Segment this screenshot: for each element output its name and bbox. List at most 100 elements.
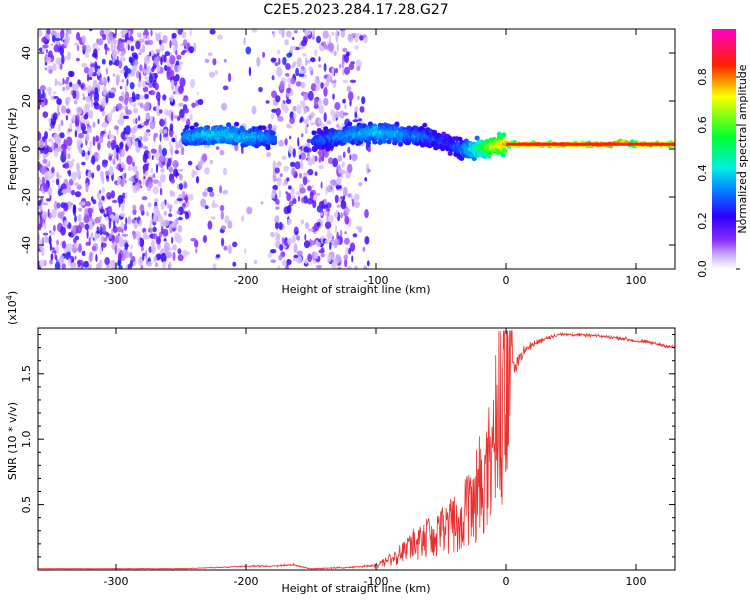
spectrogram-noise-cell — [349, 99, 352, 107]
spectrogram-noise-cell — [64, 79, 69, 85]
spectrogram-noise-cell — [279, 173, 283, 178]
spectrogram-noise-cell — [344, 207, 351, 213]
spectrogram-noise-cell — [316, 35, 321, 44]
spectrogram-noise-cell — [221, 102, 228, 111]
spectrogram-noise-cell — [220, 210, 224, 220]
spectrogram-noise-cell — [56, 239, 59, 246]
spectrogram-noise-cell — [52, 62, 57, 71]
spectrogram-noise-cell — [54, 37, 61, 42]
spectrogram-noise-cell — [299, 100, 305, 105]
spectrogram-noise-cell — [182, 97, 189, 102]
spectrogram-noise-cell — [326, 208, 331, 212]
spectrogram-noise-cell — [112, 106, 116, 113]
spectrogram-noise-cell — [287, 218, 292, 223]
spectrogram-noise-cell — [124, 84, 128, 93]
spectrogram-noise-cell — [127, 166, 132, 172]
spectrogram-noise-cell — [88, 67, 94, 76]
spectrogram-noise-cell — [142, 253, 145, 261]
spectrogram-noise-cell — [38, 199, 42, 207]
spectrogram-noise-cell — [116, 153, 119, 161]
spectrogram-noise-cell — [175, 42, 178, 50]
spectrogram-noise-cell — [169, 40, 172, 49]
spectrogram-noise-cell — [72, 89, 77, 99]
spectrogram-noise-cell — [288, 33, 292, 38]
spectrogram-noise-cell — [334, 225, 337, 234]
spectrogram-noise-cell — [300, 81, 306, 89]
spectrogram-noise-cell — [92, 136, 96, 147]
spectrogram-noise-cell — [147, 261, 153, 268]
spectrogram-noise-cell — [223, 245, 228, 251]
spectrogram-noise-cell — [85, 120, 91, 125]
spectrogram-noise-cell — [366, 163, 370, 169]
spectrogram-noise-cell — [272, 184, 279, 191]
spectrogram-y-tick-label: -20 — [20, 188, 33, 206]
spectrogram-noise-cell — [336, 43, 339, 53]
spectrogram-noise-cell — [191, 102, 196, 108]
spectrogram-signal-cell — [206, 140, 212, 146]
spectrogram-noise-cell — [216, 34, 223, 40]
spectrogram-noise-cell — [138, 38, 145, 43]
spectrogram-noise-cell — [55, 57, 62, 66]
spectrogram-noise-cell — [319, 212, 323, 216]
spectrogram-noise-cell — [152, 226, 157, 233]
spectrogram-noise-cell — [183, 182, 188, 189]
spectrogram-noise-cell — [103, 237, 108, 242]
spectrogram-noise-cell — [356, 66, 361, 71]
spectrogram-noise-cell — [73, 237, 77, 244]
spectrogram-signal-cell — [270, 130, 276, 136]
spectrogram-noise-cell — [51, 179, 55, 183]
spectrogram-noise-cell — [171, 236, 174, 244]
spectrogram-noise-cell — [42, 232, 49, 236]
spectrogram-noise-cell — [108, 205, 113, 216]
spectrogram-noise-cell — [202, 191, 208, 197]
spectrogram-noise-cell — [355, 225, 359, 230]
spectrogram-noise-cell — [132, 161, 135, 167]
spectrogram-noise-cell — [181, 31, 187, 39]
spectrogram-noise-cell — [314, 155, 318, 162]
spectrogram-signal-cell — [500, 152, 506, 158]
spectrogram-noise-cell — [303, 172, 309, 176]
spectrogram-noise-cell — [49, 259, 53, 265]
spectrogram-noise-cell — [292, 148, 296, 158]
spectrogram-noise-cell — [172, 244, 177, 251]
spectrogram-noise-cell — [118, 95, 124, 102]
spectrogram-noise-cell — [142, 68, 149, 73]
spectrogram-noise-cell — [99, 246, 103, 256]
spectrogram-noise-cell — [112, 158, 116, 165]
spectrogram-noise-cell — [347, 146, 351, 154]
spectrogram-noise-cell — [150, 29, 153, 37]
spectrogram-noise-cell — [197, 160, 203, 170]
spectrogram-noise-cell — [65, 108, 71, 114]
spectrogram-noise-cell — [137, 78, 142, 88]
spectrogram-noise-cell — [330, 109, 335, 117]
spectrogram-noise-cell — [69, 81, 73, 87]
spectrogram-noise-cell — [145, 179, 149, 189]
spectrogram-noise-cell — [97, 200, 103, 209]
spectrogram-noise-cell — [78, 148, 83, 154]
spectrogram-noise-cell — [337, 266, 342, 269]
spectrogram-noise-cell — [333, 50, 337, 57]
colorbar-tick-label: 0.0 — [696, 260, 709, 278]
spectrogram-noise-cell — [132, 65, 137, 72]
spectrogram-signal-cell — [184, 124, 190, 130]
spectrogram-noise-cell — [149, 120, 156, 130]
spectrogram-noise-cell — [67, 153, 71, 160]
spectrogram-noise-cell — [346, 85, 352, 93]
spectrogram-noise-cell — [66, 243, 73, 252]
spectrogram-noise-cell — [137, 115, 141, 122]
spectrogram-noise-cell — [367, 147, 372, 153]
spectrogram-noise-cell — [107, 195, 112, 200]
spectrogram-noise-cell — [323, 63, 327, 72]
spectrogram-noise-cell — [300, 152, 307, 160]
spectrogram-noise-cell — [107, 140, 111, 149]
spectrogram-noise-cell — [344, 258, 348, 268]
spectrogram-noise-cell — [172, 90, 176, 95]
spectrogram-noise-cell — [292, 61, 297, 67]
spectrogram-noise-cell — [176, 210, 181, 215]
spectrogram-noise-cell — [299, 118, 302, 124]
spectrogram-noise-cell — [65, 85, 70, 91]
spectrogram-noise-cell — [87, 171, 90, 179]
spectrogram-noise-cell — [104, 257, 110, 266]
spectrogram-noise-cell — [97, 38, 104, 46]
spectrogram-noise-cell — [339, 64, 342, 69]
